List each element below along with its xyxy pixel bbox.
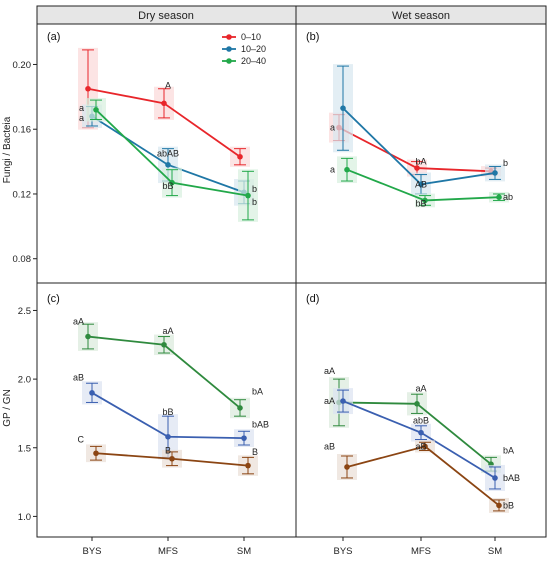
panel-c-xtick-label: SM [237,546,251,557]
panel-c-annotation: bA [252,386,263,396]
panel-d-annotation: aA [324,366,335,376]
panel-d-series-3-line [346,445,500,507]
panel-b-annotation: a [330,123,335,133]
panel-c-annotation: B [252,447,258,457]
strip-dry-label: Dry season [138,10,194,22]
panel-a-series-1-point [161,100,167,107]
panel-c-ytick-label: 2.0 [18,375,31,386]
panel-b-annotation: ab [503,192,513,202]
panel-d-annotation: abB [413,415,429,425]
panel-a-series-3-point [169,179,175,186]
panel-b-tag: (b) [306,31,319,43]
legend-label-3: 20–40 [241,56,266,66]
panel-d-annotation: bB [503,500,514,510]
legend-marker-1 [226,34,232,40]
panel-a-ytick-label: 0.20 [13,60,32,71]
bottom-y-axis-title: GP / GN [2,389,13,427]
panel-b-series-2-point [492,170,498,176]
panel-d-tag: (d) [306,293,319,305]
panel-c-series-1-point [237,405,243,411]
panel-b-series-1-point [414,165,420,171]
panel-a-ytick-label: 0.12 [13,189,32,200]
panel-c-xtick-label: BYS [82,546,101,557]
panel-b-series-3-point [496,194,502,201]
panel-a-series-3-point [93,106,99,113]
panel-a-ytick-label: 0.16 [13,125,32,136]
panel-b-frame [295,23,547,284]
panel-d-xtick-label: SM [488,546,502,557]
panel-c-series-3-point [93,450,99,457]
panel-d-annotation: aA [324,396,335,406]
strip-wet-label: Wet season [392,10,450,22]
panel-a-ytick-label: 0.08 [13,254,32,265]
panel-a-annotation: A [165,81,171,91]
panel-a-annotation: bB [162,181,173,191]
panel-b-series-3-point [422,197,428,204]
panel-b-annotation: bB [415,199,426,209]
panel-d-annotation: aB [415,441,426,451]
panel-b-annotation: AB [415,179,427,189]
panel-a-annotation: a [79,113,84,123]
panel-d-series-3-point [422,443,428,450]
panel-b-series-2-point [340,105,346,111]
panel-a-series-3-point [245,192,251,199]
panel-c-series-2-point [241,435,247,441]
panel-c-series-3-point [245,462,251,469]
panel-b-series-2-point [418,181,424,188]
panel-c-series-2-point [165,433,171,440]
panel-c-annotation: aA [73,316,84,326]
panel-c-tag: (c) [47,293,60,305]
panel-d-annotation: bA [503,446,514,456]
panel-d-annotation: bAB [503,473,520,483]
panel-d-series-2-point [340,398,346,404]
panel-c-annotation: bAB [252,419,269,429]
panel-d-xtick-label: MFS [411,546,431,557]
legend-label-1: 0–10 [241,32,261,42]
legend-marker-3 [226,58,232,64]
panel-d-annotation: aB [324,441,335,451]
panel-c-ytick-label: 2.5 [18,306,31,317]
panel-d-xtick-label: BYS [333,546,352,557]
panel-a-series-1-point [237,153,243,160]
panel-c-series-2-point [89,390,95,396]
panel-c-annotation: B [165,446,171,456]
panel-a-annotation: a [79,103,84,113]
panel-b-annotation: b [503,158,508,168]
panel-a-annotation: b [252,184,257,194]
panel-c-series-1-point [85,333,91,340]
panel-c-annotation: bB [162,407,173,417]
panel-c-annotation: aB [73,373,84,383]
panel-b-annotation: a [330,165,335,175]
panel-a-annotation: b [252,197,257,207]
panel-a-annotation: abAB [157,149,179,159]
panel-c-series-1-point [161,341,167,348]
panel-c-annotation: aA [162,326,173,336]
panel-a-tag: (a) [47,31,60,43]
panel-d-series-1-point [414,401,420,407]
panel-c-xtick-label: MFS [158,546,178,557]
legend-label-2: 10–20 [241,44,266,54]
legend-marker-2 [226,46,232,52]
panel-d-series-2-point [418,429,424,436]
top-y-axis-title: Fungi / Bacteia [2,116,13,183]
panel-b-annotation: bA [415,157,426,167]
panel-b-series-3-point [344,166,350,173]
panel-c-ytick-label: 1.5 [18,443,31,454]
panel-c-ytick-label: 1.0 [18,512,31,523]
panel-d-annotation: aA [415,384,426,394]
panel-d-series-2-point [492,475,498,481]
panel-a-series-2-point [165,162,171,168]
panel-d-series-3-point [344,464,350,470]
panel-d-series-3-point [496,502,502,509]
panel-a-series-1-point [85,85,91,92]
panel-c-annotation: C [78,435,85,445]
panel-c-series-3-point [169,455,175,462]
